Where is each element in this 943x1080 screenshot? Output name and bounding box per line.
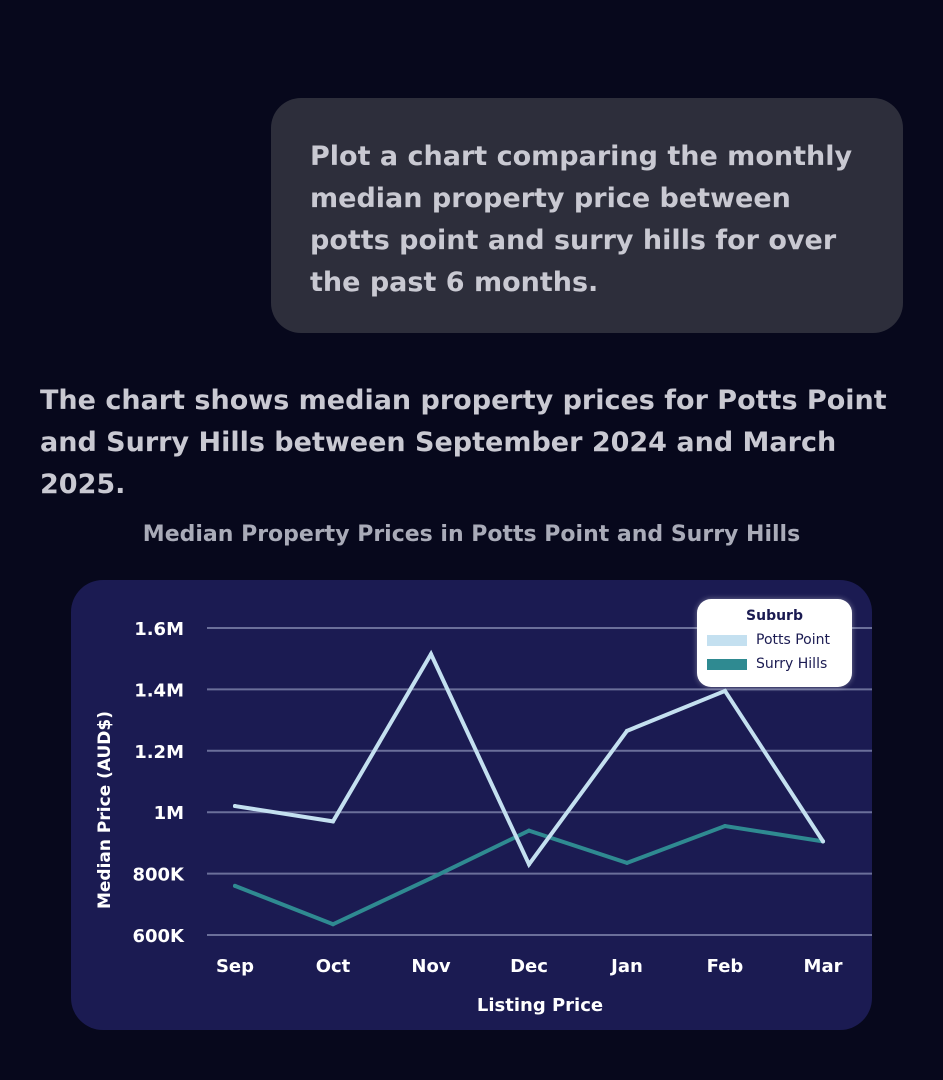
x-tick-label: Oct <box>316 956 351 977</box>
y-tick-label: 1M <box>154 803 184 824</box>
x-tick-label: Feb <box>707 956 744 977</box>
legend-label-surry-hills: Surry Hills <box>756 656 828 672</box>
data-point-potts-point <box>233 804 237 809</box>
y-tick-label: 800K <box>132 865 185 886</box>
legend-title: Suburb <box>746 608 803 624</box>
data-point-potts-point <box>723 688 727 693</box>
chart-legend: Suburb Potts Point Surry Hills <box>697 599 852 687</box>
legend-label-potts-point: Potts Point <box>756 632 830 648</box>
y-tick-label: 600K <box>132 926 185 947</box>
data-point-potts-point <box>429 652 433 657</box>
x-tick-label: Mar <box>804 956 843 977</box>
data-point-surry-hills <box>527 828 531 833</box>
x-tick-label: Sep <box>216 956 254 977</box>
data-point-potts-point <box>821 839 825 844</box>
data-point-surry-hills <box>723 824 727 829</box>
line-chart: 600K 800K 1M 1.2M 1.4M 1.6M Sep Oct Nov Dec Jan Feb… <box>95 619 872 1016</box>
data-point-potts-point <box>527 862 531 867</box>
series-line-surry-hills <box>233 823 825 927</box>
legend-item-surry-hills: Surry Hills <box>697 652 852 676</box>
y-tick-label: 1.2M <box>134 742 184 763</box>
data-point-surry-hills <box>625 860 629 865</box>
data-point-surry-hills <box>331 922 335 927</box>
legend-item-potts-point: Potts Point <box>697 628 852 652</box>
x-axis-label: Listing Price <box>477 995 603 1016</box>
y-axis-label: Median Price (AUD$) <box>95 711 115 909</box>
legend-swatch-potts-point <box>707 634 747 646</box>
x-tick-label: Jan <box>609 956 643 977</box>
user-message-bubble: Plot a chart comparing the monthly media… <box>271 98 903 333</box>
user-message-text: Plot a chart comparing the monthly media… <box>310 141 853 298</box>
x-tick-label: Nov <box>411 956 450 977</box>
data-point-potts-point <box>331 819 335 824</box>
data-point-potts-point <box>625 728 629 733</box>
data-point-surry-hills <box>233 883 237 888</box>
y-tick-label: 1.4M <box>134 680 184 701</box>
legend-swatch-surry-hills <box>707 658 747 670</box>
data-point-surry-hills <box>429 876 433 881</box>
chart-title: Median Property Prices in Potts Point an… <box>142 522 801 547</box>
y-tick-label: 1.6M <box>134 619 184 640</box>
assistant-response-text: The chart shows median property prices f… <box>40 385 887 500</box>
x-tick-label: Dec <box>510 956 548 977</box>
